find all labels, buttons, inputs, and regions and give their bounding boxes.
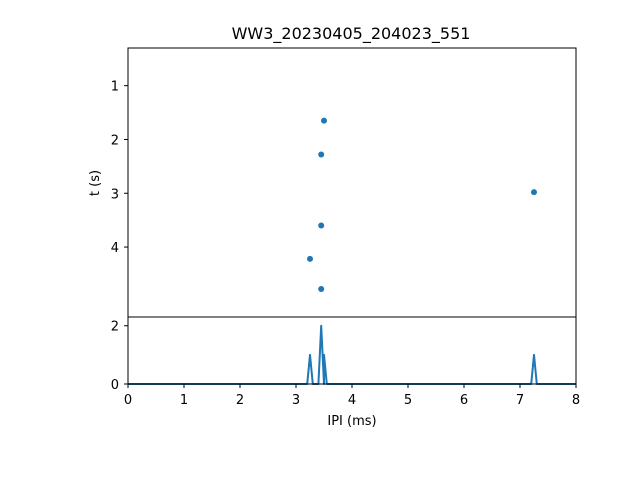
x-tick-label-8: 8 xyxy=(572,393,580,408)
x-axis-label: IPI (ms) xyxy=(327,414,376,429)
data-point-5 xyxy=(318,286,325,293)
bottom-y-tick-label-1: 2 xyxy=(111,320,119,335)
top-points xyxy=(307,117,537,293)
x-tick-label-5: 5 xyxy=(404,393,412,408)
data-point-2 xyxy=(531,189,537,196)
top-axes-frame xyxy=(127,47,577,318)
data-point-1 xyxy=(318,151,325,158)
x-tick-label-4: 4 xyxy=(348,393,356,408)
x-tick-label-0: 0 xyxy=(124,393,132,408)
x-tick-label-2: 2 xyxy=(236,393,244,408)
data-point-3 xyxy=(318,222,325,229)
bottom-y-tick-label-0: 0 xyxy=(111,378,119,393)
top-y-tick-label-2: 3 xyxy=(111,187,119,202)
bottom-axes-frame xyxy=(127,316,577,385)
top-y-ticks: 1 2 3 4 xyxy=(111,80,128,256)
x-tick-label-1: 1 xyxy=(180,393,188,408)
x-tick-label-7: 7 xyxy=(516,393,524,408)
data-point-0 xyxy=(321,117,327,124)
top-y-tick-label-0: 1 xyxy=(111,80,119,95)
top-y-tick-label-1: 2 xyxy=(111,133,119,148)
top-y-tick-label-3: 4 xyxy=(111,241,119,256)
data-point-4 xyxy=(307,255,313,262)
ipi-histogram-line xyxy=(128,324,576,385)
bottom-y-ticks: 02 xyxy=(111,320,128,393)
x-tick-label-6: 6 xyxy=(460,393,468,408)
x-tick-label-3: 3 xyxy=(292,393,300,408)
y-axis-label: t (s) xyxy=(88,170,103,196)
bottom-x-ticks: 0 1 2 3 4 5 6 7 8 xyxy=(124,384,580,408)
top-panel: 1 2 3 4 t (s) xyxy=(88,47,577,318)
chart-title: WW3_20230405_204023_551 xyxy=(232,24,471,44)
